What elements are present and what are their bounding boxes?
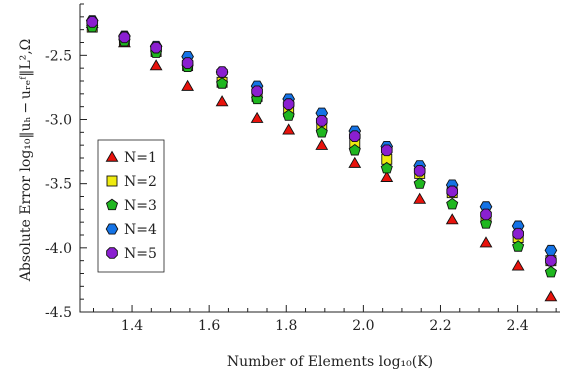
legend-label: N=2 (124, 174, 157, 190)
data-point (512, 240, 525, 252)
legend-label: N=1 (124, 150, 157, 166)
series-n-5 (86, 16, 557, 267)
x-tick-label: 1.6 (198, 318, 220, 334)
x-axis-title: Number of Elements log₁₀(K) (227, 354, 433, 370)
data-point (479, 236, 493, 248)
data-point (413, 192, 427, 204)
legend: N=1 N=2 N=3 N=4 N=5 (97, 139, 165, 273)
legend-marker (106, 175, 118, 187)
legend-entry: N=1 (105, 150, 157, 166)
data-point (348, 156, 362, 168)
legend-label: N=3 (124, 198, 157, 214)
data-point (215, 95, 229, 107)
data-point (380, 144, 393, 157)
legend-marker (105, 223, 119, 235)
data-markers (85, 15, 558, 302)
data-point (251, 85, 263, 98)
data-point (216, 66, 228, 78)
data-point (86, 16, 99, 28)
data-point (181, 79, 195, 91)
legend-entry: N=5 (106, 246, 157, 262)
y-tick-label: -4.0 (45, 241, 72, 257)
legend-label: N=5 (124, 246, 157, 262)
data-point (380, 170, 394, 182)
tick-marks: 1.4 1.6 1.8 2.0 2.2 2.4 -2.5 -3.0 -3.5 -4.0 -4.5 (45, 3, 557, 334)
data-point (315, 125, 328, 138)
data-point (315, 114, 328, 127)
data-point (282, 109, 295, 121)
data-point (315, 138, 329, 150)
data-point (413, 165, 426, 177)
legend-label: N=4 (124, 222, 157, 238)
data-point (480, 208, 492, 221)
data-point (511, 259, 525, 271)
data-point (545, 254, 557, 267)
data-point (446, 197, 459, 210)
legend-entry: N=2 (106, 174, 157, 190)
data-point (446, 185, 459, 198)
data-point (250, 111, 264, 123)
x-tick-label: 1.4 (121, 318, 143, 334)
legend-entry: N=3 (105, 198, 157, 214)
data-point (479, 217, 493, 229)
data-point (149, 59, 163, 71)
legend-marker (106, 247, 118, 259)
y-axis-title: Absolute Error log₁₀‖uₕ − uᵣₑᶠ‖L²,Ω (18, 39, 34, 283)
data-point (282, 123, 296, 135)
data-point (348, 130, 361, 142)
x-tick-label: 2.4 (506, 318, 528, 334)
x-tick-label: 2.0 (352, 318, 374, 334)
data-point (118, 31, 131, 44)
y-tick-label: -3.0 (45, 113, 72, 129)
legend-marker (105, 150, 119, 162)
data-point (512, 227, 524, 240)
x-tick-label: 1.8 (275, 318, 297, 334)
x-tick-label: 2.2 (429, 318, 451, 334)
y-tick-label: -4.5 (45, 305, 72, 321)
y-tick-label: -3.5 (45, 177, 72, 193)
data-point (150, 41, 162, 54)
legend-entry: N=4 (105, 222, 157, 238)
data-point (544, 265, 557, 278)
data-point (348, 143, 361, 156)
data-point (380, 161, 393, 174)
data-point (282, 98, 295, 110)
y-tick-label: -2.5 (45, 48, 72, 64)
data-point (216, 77, 229, 89)
legend-marker (105, 198, 119, 211)
data-point (544, 244, 558, 256)
data-point (544, 290, 558, 302)
data-point (413, 177, 426, 189)
data-point (445, 213, 459, 225)
data-point (181, 57, 194, 69)
